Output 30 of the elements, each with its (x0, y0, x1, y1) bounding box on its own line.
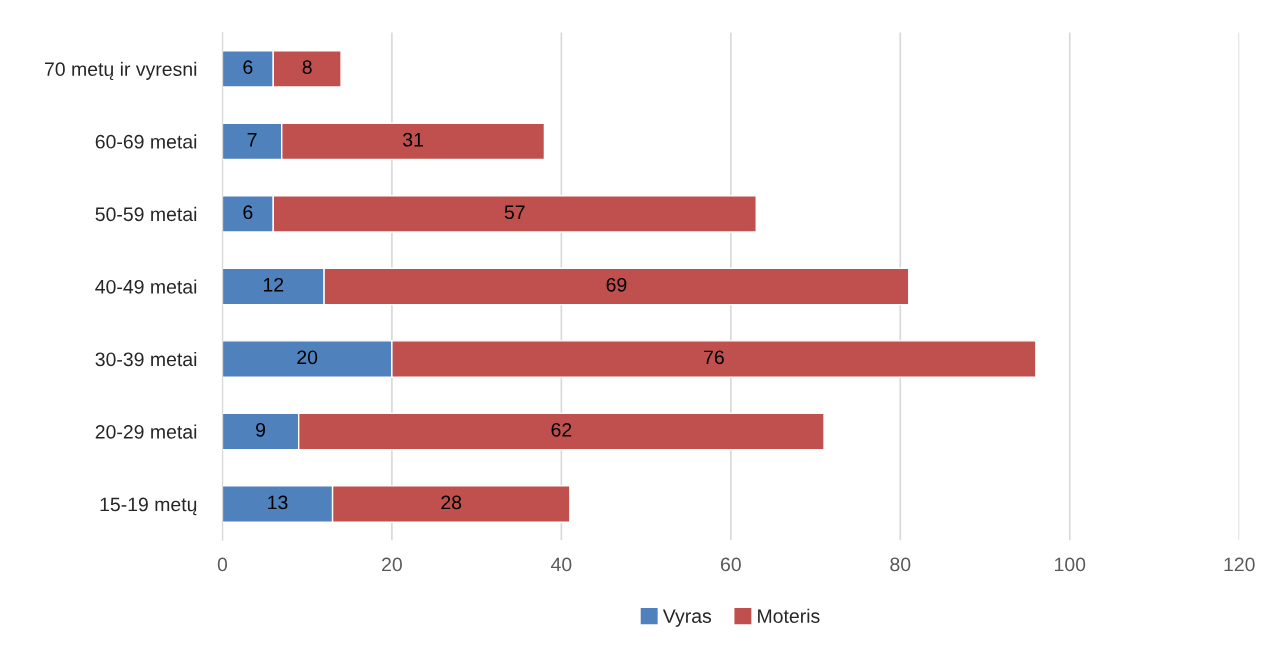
x-tick-label: 0 (217, 557, 228, 572)
legend-label: Moteris (758, 608, 820, 623)
data-label: 12 (263, 277, 284, 292)
data-label: 7 (247, 133, 257, 147)
x-tick-label: 20 (382, 557, 402, 572)
y-tick-label: 70 metų ir vyresni (44, 61, 197, 80)
y-tick-label: 15-19 metų (100, 497, 197, 516)
data-label: 28 (441, 495, 462, 510)
x-tick-label: 60 (721, 557, 741, 572)
x-tick-label: 120 (1224, 557, 1255, 572)
y-tick-label: 40-49 metai (95, 279, 197, 294)
y-tick-label: 60-69 metai (95, 134, 197, 149)
legend-label: Vyras (662, 609, 712, 627)
data-label: 69 (606, 277, 627, 292)
x-tick-label: 80 (890, 557, 911, 572)
y-tick-label: 20-29 metai (95, 424, 197, 439)
data-label: 8 (302, 60, 312, 75)
data-label: 57 (504, 205, 525, 220)
data-label: 62 (551, 422, 572, 437)
x-tick-label: 100 (1055, 557, 1086, 572)
data-label: 6 (243, 60, 253, 75)
x-tick-label: 40 (550, 557, 572, 572)
y-tick-label: 50-59 metai (95, 206, 197, 222)
data-label: 9 (256, 422, 266, 437)
y-tick-label: 30-39 metai (95, 351, 197, 367)
data-label: 13 (268, 495, 288, 510)
data-label: 6 (243, 205, 253, 220)
data-label: 20 (297, 350, 318, 365)
data-label: 31 (403, 132, 423, 147)
data-label: 76 (704, 350, 724, 365)
